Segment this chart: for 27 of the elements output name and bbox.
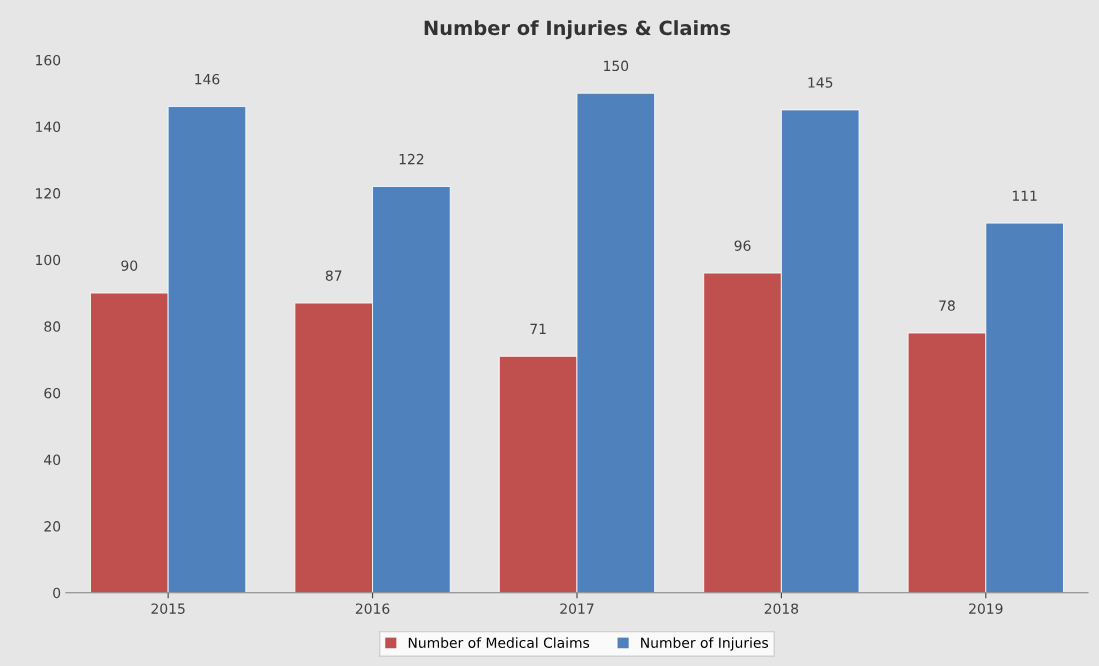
y-tick-label: 80 [44,321,61,332]
data-label: 71 [530,323,546,334]
y-tick-label: 140 [36,121,61,133]
data-label: 96 [734,240,751,251]
y-tick-label: 20 [44,521,61,532]
legend-label: Number of Medical Claims [408,637,590,648]
y-tick-label: 100 [36,254,61,266]
data-label: 145 [808,77,833,88]
data-label: 111 [1012,190,1037,201]
data-label: 78 [939,300,955,311]
y-tick-label: 40 [44,454,61,466]
chart-title: Number of Injuries & Claims [424,20,731,40]
data-label: 90 [121,260,138,271]
data-label: 87 [325,270,342,281]
x-tick-label: 2016 [355,603,390,614]
y-tick-label: 60 [44,387,61,399]
legend-label: Number of Injuries [641,637,769,651]
y-tick-label: 160 [36,54,61,66]
data-label: 122 [399,153,424,165]
data-label: 150 [604,60,629,72]
y-tick-label: 0 [53,587,61,599]
x-tick-label: 2019 [969,603,1003,614]
data-label: 146 [195,73,220,85]
x-tick-label: 2015 [151,603,185,614]
y-tick-label: 120 [36,188,61,199]
x-tick-label: 2018 [764,603,799,614]
x-tick-label: 2017 [560,603,594,614]
